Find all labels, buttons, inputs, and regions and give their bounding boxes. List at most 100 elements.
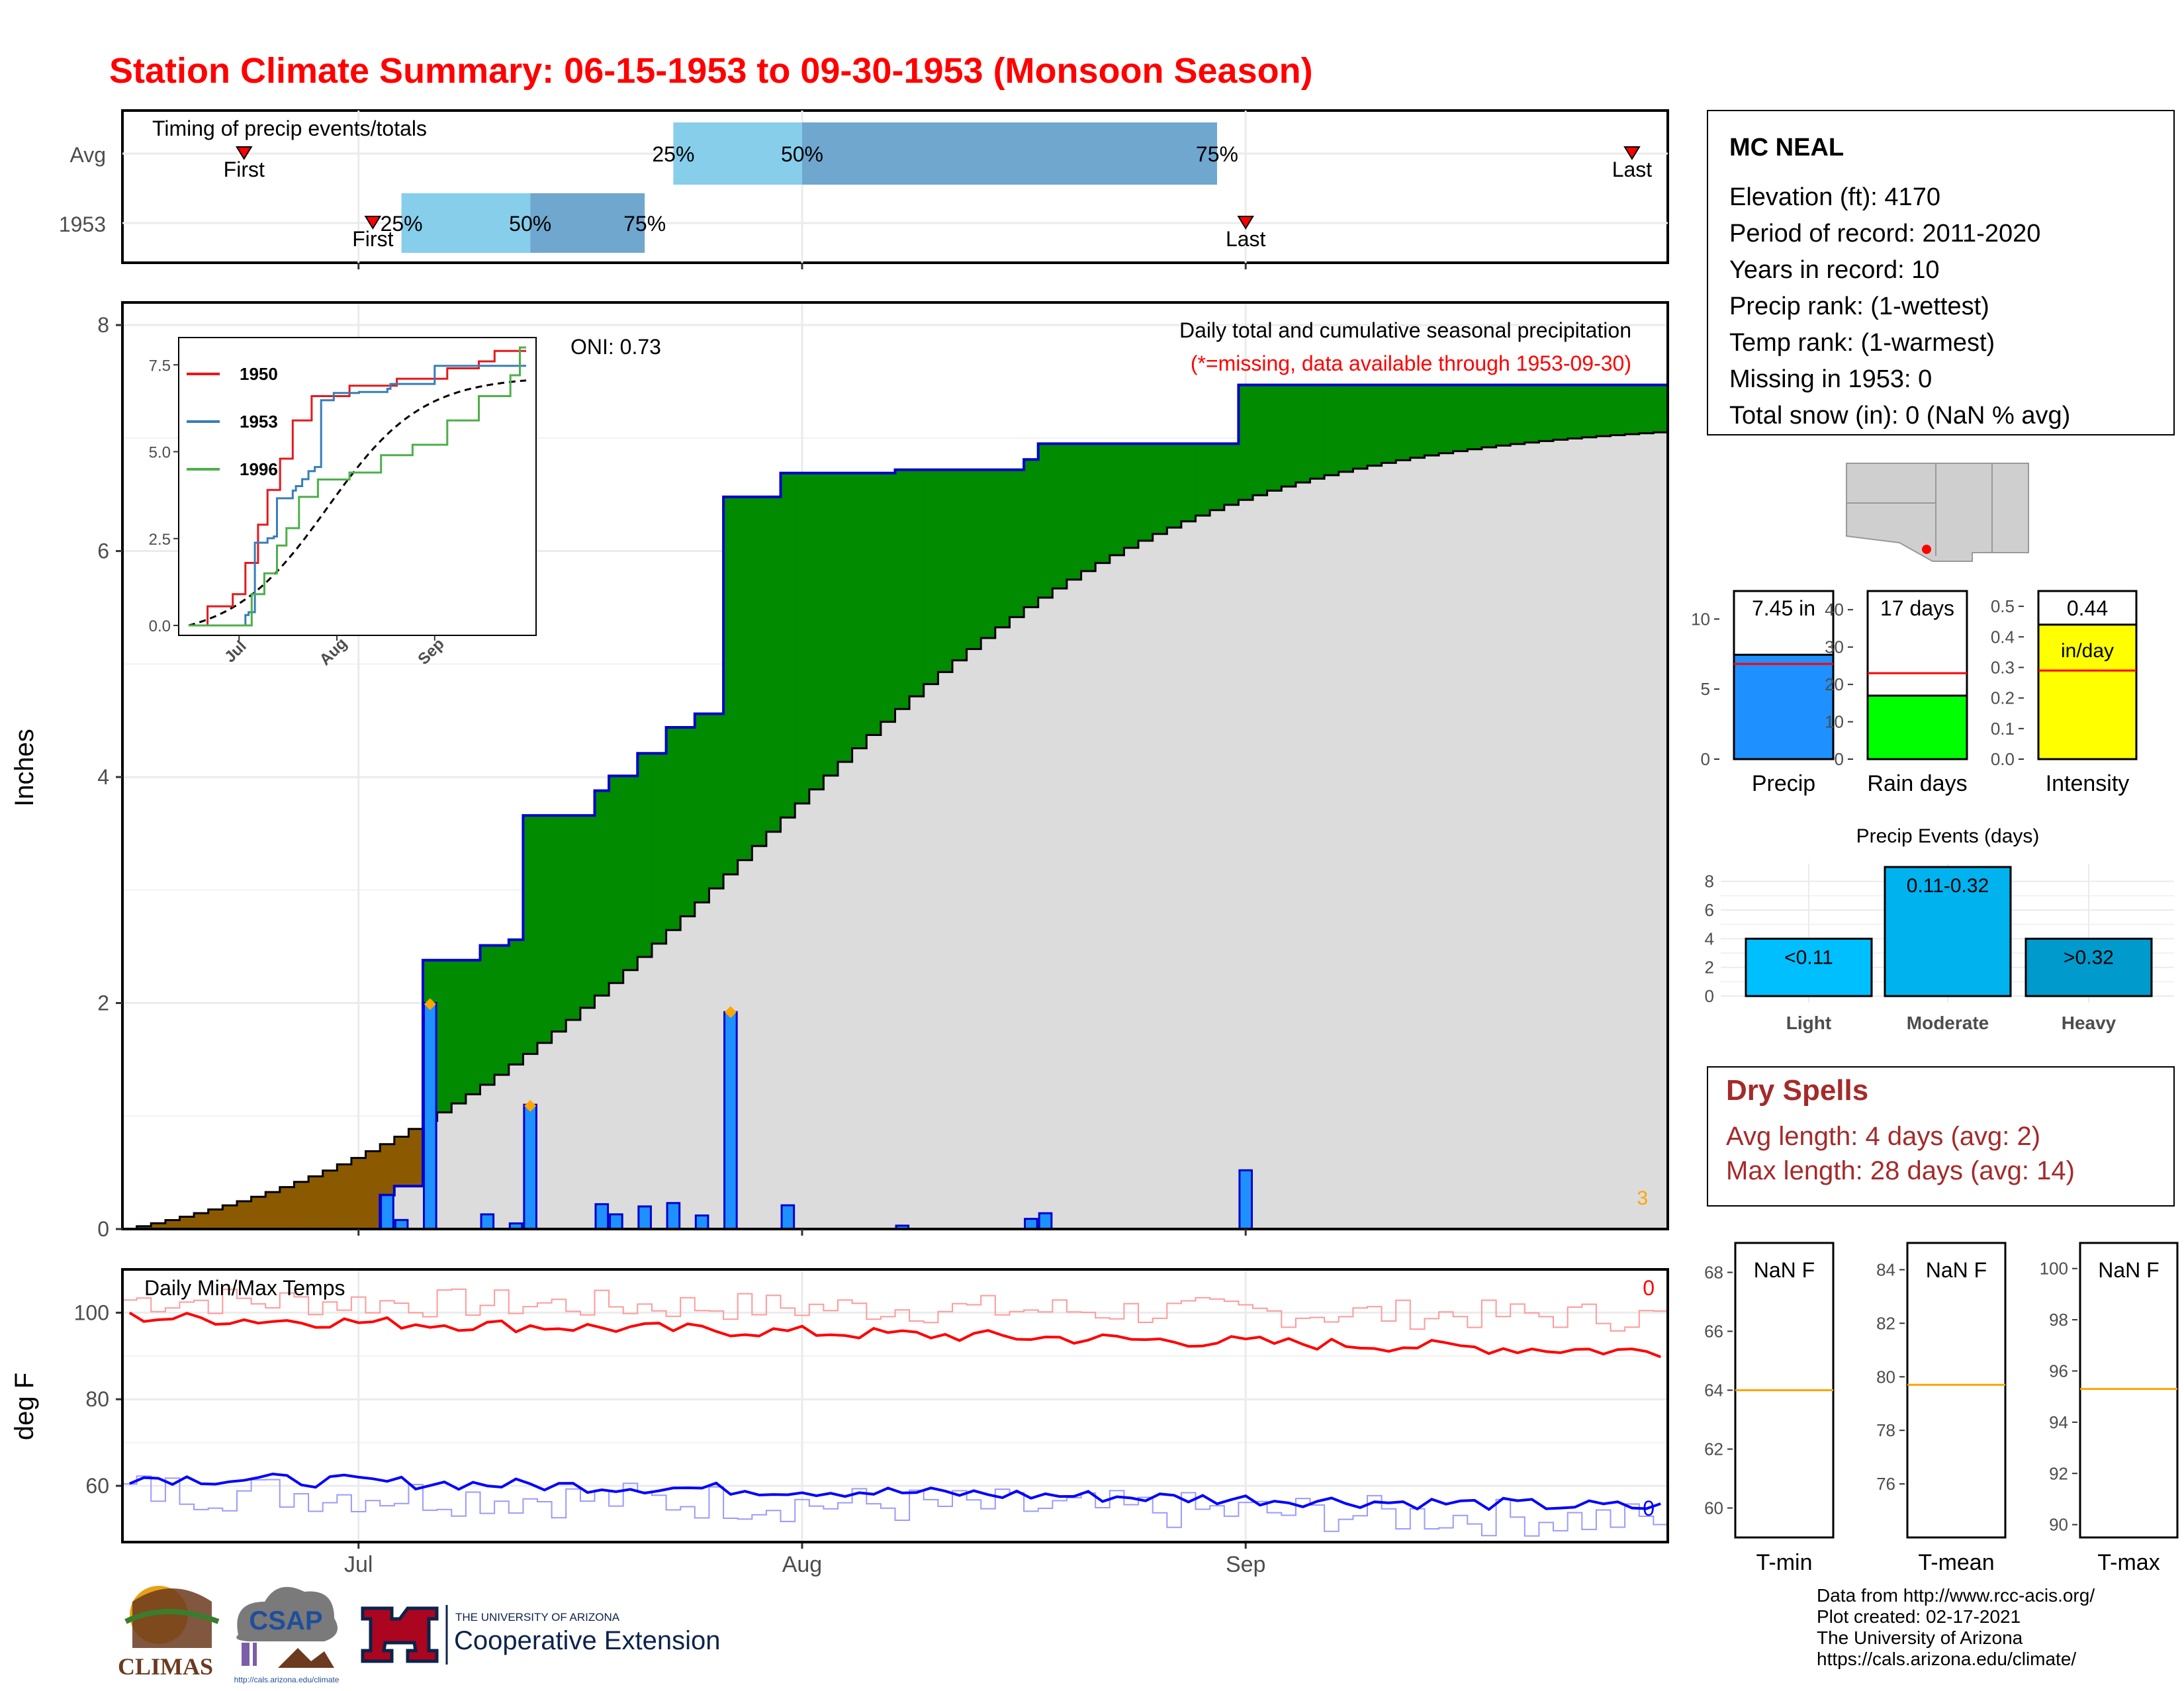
main-y-tick-label: 2 <box>97 991 109 1015</box>
summary-value-label: 17 days <box>1880 596 1954 620</box>
summary-y-tick-label: 0.1 <box>1991 719 2015 739</box>
surplus-area <box>780 473 796 818</box>
timing-first-marker <box>364 216 382 230</box>
surplus-area <box>1596 385 1612 437</box>
surplus-area <box>1224 443 1239 505</box>
temp-y-tick-label: 80 <box>85 1387 109 1411</box>
station-name: MC NEAL <box>1729 134 1844 161</box>
normal-cumulative-line <box>122 431 1668 1230</box>
timing-last-label: Last <box>1226 227 1266 251</box>
surplus-area <box>451 960 467 1104</box>
events-bar-label: 0.11-0.32 <box>1907 875 1989 897</box>
footer-line: Data from http://www.rcc-acis.org/ <box>1817 1585 2095 1606</box>
main-y-tick-label: 4 <box>97 765 109 789</box>
surplus-area <box>1109 443 1125 555</box>
timing-quantile-label: 75% <box>1196 142 1238 166</box>
surplus-area <box>795 473 810 804</box>
station-line: Elevation (ft): 4170 <box>1729 183 1940 211</box>
summary-y-tick-label: 10 <box>1825 712 1844 732</box>
surplus-area <box>1338 385 1353 472</box>
precip-events-chart: Precip Events (days) 0 2 4 6 8 <0.11 Light 0.11… <box>1705 825 2174 1033</box>
surplus-area <box>880 473 896 722</box>
daily-precip-bar <box>423 1002 437 1230</box>
temp-summary-y-tick-label: 82 <box>1876 1313 1895 1333</box>
surplus-area <box>1238 385 1253 500</box>
surplus-area <box>1639 385 1654 434</box>
location-map <box>1842 461 2034 564</box>
record-marker <box>424 998 436 1011</box>
inset-legend-label: 1950 <box>240 364 278 384</box>
events-bar-label: >0.32 <box>2064 946 2114 968</box>
events-bar-heavy <box>2025 937 2153 997</box>
temp-summary-y-tick-label: 78 <box>1876 1420 1895 1440</box>
timing-last-label: Last <box>1612 158 1653 181</box>
surplus-area <box>737 496 752 860</box>
timing-quantile-label: 50% <box>781 142 823 166</box>
events-y-tick-label: 0 <box>1705 986 1714 1006</box>
inset-legend: 1950 1953 1996 <box>187 364 278 479</box>
summary-bar-precip <box>1733 653 1835 760</box>
daily-precip-bar <box>480 1213 495 1230</box>
deficit-area <box>394 1136 410 1187</box>
surplus-area <box>680 727 696 917</box>
inset-line-1950 <box>189 349 526 627</box>
surplus-area <box>1310 385 1325 479</box>
surplus-area <box>1195 443 1210 516</box>
surplus-area <box>1553 385 1569 440</box>
summary-category-label: Rain days <box>1867 771 1967 796</box>
temp-missing-min: 0 <box>1643 1496 1655 1520</box>
deficit-area <box>322 1170 338 1229</box>
surplus-area <box>995 469 1011 627</box>
cumulative-1953-line <box>122 383 1668 1230</box>
daily-min-temp-line <box>122 1475 1668 1537</box>
deficit-area <box>408 1128 424 1187</box>
summary-bar-rain-days <box>1866 694 1968 760</box>
surplus-area <box>1124 443 1139 548</box>
daily-precip-bar <box>609 1213 623 1230</box>
station-info-box: MC NEAL Elevation (ft): 4170 Period of re… <box>1707 110 2175 435</box>
inset-y-tick-label: 0.0 <box>149 617 171 635</box>
surplus-area <box>923 469 938 684</box>
surplus-area <box>1367 385 1383 466</box>
intensity-unit-label: in/day <box>2061 640 2114 662</box>
timing-bar-25-50 <box>401 193 531 253</box>
temp-summary-y-tick-label: 64 <box>1704 1381 1723 1400</box>
dry-spells-max: Max length: 28 days (avg: 14) <box>1726 1156 2075 1185</box>
surplus-area <box>1481 385 1497 447</box>
timing-first-marker <box>235 146 253 160</box>
x-axis-labels: Jul Aug Sep <box>344 1552 1265 1577</box>
temp-summary-y-tick-label: 60 <box>1704 1498 1723 1518</box>
timing-first-label: First <box>224 158 265 181</box>
temp-summary-box <box>1906 1242 2007 1539</box>
avg-max-temp-line <box>128 1311 1661 1359</box>
precip-panel: 0 2 4 6 8 Inches ONI: 0.73 Daily total and c… <box>10 301 1669 1241</box>
surplus-area <box>909 469 925 697</box>
surplus-area <box>537 815 553 1043</box>
deficit-area <box>236 1201 252 1229</box>
daily-precip-bar <box>666 1202 681 1230</box>
inset-line-1953 <box>189 365 526 627</box>
surplus-area <box>895 469 910 709</box>
inset-y-tick-label: 2.5 <box>149 531 171 549</box>
inset-line-1996 <box>189 346 526 627</box>
timing-quantile-label: 50% <box>509 212 551 236</box>
events-bar-label: <0.11 <box>1784 946 1833 968</box>
summary-category-label: Precip <box>1752 771 1815 796</box>
summary-y-tick-label: 0 <box>1701 749 1710 769</box>
station-line: Precip rank: (1-wettest) <box>1729 293 1989 320</box>
surplus-area <box>1453 385 1468 451</box>
summary-y-tick-label: 10 <box>1691 609 1710 629</box>
deficit-area <box>365 1151 381 1229</box>
main-y-tick-label: 6 <box>97 539 109 563</box>
surplus-area <box>1052 443 1068 589</box>
surplus-area <box>694 713 710 903</box>
timing-quantile-label: 75% <box>623 212 666 236</box>
ua-logo: THE UNIVERSITY OF ARIZONA Cooperative Ex… <box>361 1605 720 1665</box>
surplus-area <box>1253 385 1268 496</box>
surplus-area <box>938 469 953 672</box>
inset-y-tick-label: 7.5 <box>149 357 171 375</box>
main-y-tick-label: 0 <box>97 1217 109 1241</box>
surplus-area <box>1009 469 1024 617</box>
events-category-label: Heavy <box>2062 1013 2116 1033</box>
daily-precip-bar <box>637 1205 652 1230</box>
